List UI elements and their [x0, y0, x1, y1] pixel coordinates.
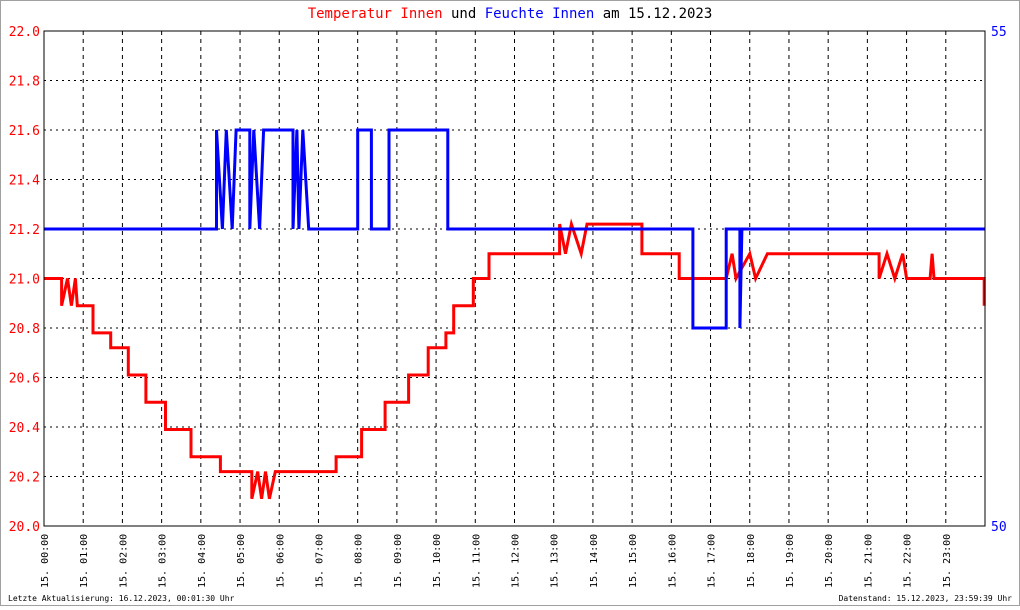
x-tick-label: 15. 00:00 [40, 534, 51, 588]
x-tick-label: 15. 08:00 [354, 534, 365, 588]
title-humidity: Feuchte Innen [485, 6, 595, 22]
x-tick-label: 15. 12:00 [511, 534, 522, 588]
x-tick-label: 15. 04:00 [197, 534, 208, 588]
x-tick-label: 15. 22:00 [903, 534, 914, 588]
x-tick-label: 15. 03:00 [158, 534, 169, 588]
x-tick-label: 15. 11:00 [471, 534, 482, 588]
x-tick-label: 15. 02:00 [118, 534, 129, 588]
y-left-tick-label: 20.8 [9, 322, 40, 337]
x-tick-label: 15. 18:00 [746, 534, 757, 588]
y-left-tick-label: 20.6 [9, 372, 40, 387]
x-tick-label: 15. 07:00 [314, 534, 325, 588]
y-right-tick-label: 55 [991, 25, 1007, 40]
y-left-tick-label: 21.0 [9, 273, 40, 288]
x-tick-label: 15. 09:00 [393, 534, 404, 588]
x-tick-label: 15. 01:00 [79, 534, 90, 588]
last-update-label: Letzte Aktualisierung: 16.12.2023, 00:01… [8, 594, 235, 603]
x-tick-label: 15. 10:00 [432, 534, 443, 588]
humidity-series-line [44, 128, 985, 330]
chart-title: Temperatur Innen und Feuchte Innen am 15… [308, 6, 713, 22]
y-left-tick-label: 21.8 [9, 75, 40, 90]
x-tick-label: 15. 21:00 [863, 534, 874, 588]
title-connector: und [443, 6, 485, 22]
title-date: am 15.12.2023 [594, 6, 712, 22]
y-left-tick-label: 21.2 [9, 223, 40, 238]
right-axis: 50 55 [991, 25, 1007, 535]
y-left-tick-label: 21.6 [9, 124, 40, 139]
title-temperature: Temperatur Innen [308, 6, 443, 22]
y-left-tick-label: 20.4 [9, 421, 40, 436]
x-tick-label: 15. 13:00 [550, 534, 561, 588]
y-left-tick-label: 20.0 [9, 520, 40, 535]
x-tick-label: 15. 06:00 [275, 534, 286, 588]
series [44, 128, 986, 500]
y-left-tick-label: 21.4 [9, 174, 40, 189]
y-left-tick-label: 22.0 [9, 25, 40, 40]
x-axis: 15. 00:00 15. 01:00 15. 02:00 15. 03:00 15. … [40, 534, 953, 588]
x-tick-label: 15. 17:00 [707, 534, 718, 588]
grid [44, 31, 985, 526]
y-left-tick-label: 20.2 [9, 471, 40, 486]
x-tick-label: 15. 23:00 [942, 534, 953, 588]
plot-frame [43, 30, 986, 527]
x-tick-label: 15. 16:00 [667, 534, 678, 588]
y-right-tick-label: 50 [991, 520, 1007, 535]
left-axis: 20.0 20.2 20.4 20.6 20.8 21.0 21.2 21.4 21.6 21.8… [9, 25, 40, 535]
x-tick-label: 15. 20:00 [824, 534, 835, 588]
x-tick-label: 15. 19:00 [785, 534, 796, 588]
x-tick-label: 15. 15:00 [628, 534, 639, 588]
data-status-label: Datenstand: 15.12.2023, 23:59:39 Uhr [839, 594, 1013, 603]
x-tick-label: 15. 14:00 [589, 534, 600, 588]
x-tick-label: 15. 05:00 [236, 534, 247, 588]
temperature-series-line [44, 218, 986, 500]
